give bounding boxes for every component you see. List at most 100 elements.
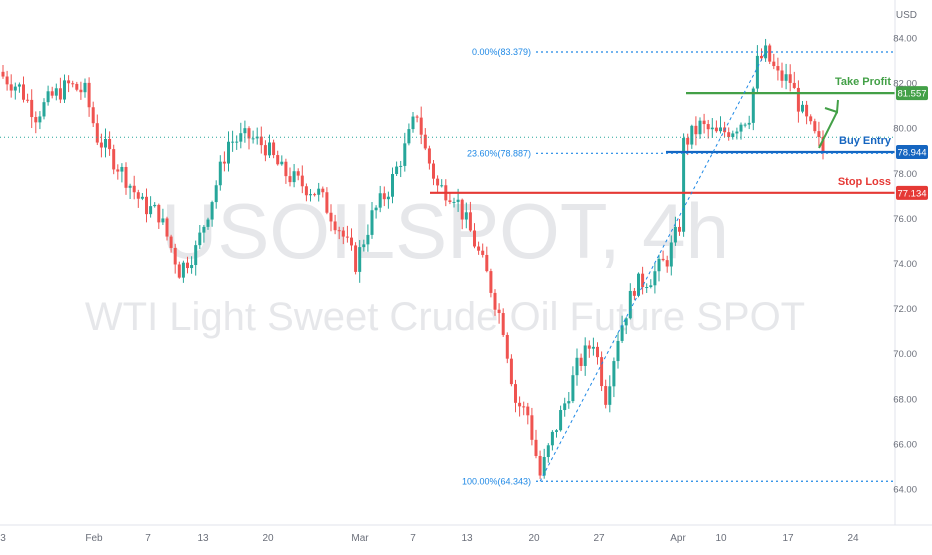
candle [222,151,226,172]
time-tick-label: 7 [410,533,416,544]
time-tick-label: 17 [782,533,794,544]
candle [198,224,202,249]
candle-body [399,165,403,167]
candle [276,150,280,166]
candle-body [366,234,370,245]
candle [485,246,489,273]
plot-area[interactable] [0,38,895,479]
candle-body [788,74,792,83]
time-tick-label: 27 [593,533,605,544]
candle-body [719,127,722,132]
currency-label: USD [896,10,917,21]
candle-body [17,84,21,87]
candle-body [243,128,247,134]
candle-body [801,104,804,112]
candle-body [75,83,79,90]
candle-body [206,219,210,227]
candle [362,239,366,252]
candle [784,63,788,90]
candle [194,240,198,276]
candle-body [292,171,296,183]
candle-body [259,136,263,146]
candle-body [596,346,599,358]
candle-body [497,309,501,314]
candle-body [378,193,382,208]
candle-body [612,361,616,387]
candle-body [493,292,497,310]
candle [17,82,21,93]
candle [112,144,116,175]
candle [534,429,538,459]
candle-body [202,226,206,233]
candle [436,175,440,193]
candle [128,183,132,199]
candle [9,74,13,98]
candle [645,283,649,294]
candle [325,187,329,215]
time-tick-label: 10 [715,533,727,544]
candle-body [747,122,751,125]
candle [755,45,759,94]
candle [813,118,817,134]
candle [809,114,813,125]
candle [608,375,612,413]
candle [690,124,694,149]
candle [263,140,267,162]
candle-body [280,161,284,165]
price-axis[interactable]: USD 64.00 66.00 68.00 70.00 72.00 74.00 76.00 7… [893,0,917,525]
candle [657,254,661,282]
candle [214,180,218,209]
candle [120,163,124,183]
candle-body [821,136,825,152]
candle [473,223,476,249]
candle-body [792,82,796,88]
candle-body [222,161,226,164]
candle [731,130,735,140]
candle [489,268,493,298]
candle-body [181,262,185,278]
candle [583,337,587,376]
candle-body [9,84,13,91]
candle-body [5,76,9,85]
candle-body [534,439,538,456]
candle-body [735,131,739,134]
candle-body [325,192,329,213]
candle-body [67,80,71,84]
time-axis[interactable]: 3 Feb 7 13 20 Mar 7 13 20 27 Apr 10 17 24 [0,524,932,544]
candle [54,83,58,101]
candle-body [641,273,645,288]
candle-body [136,192,140,199]
candle [719,116,722,134]
candle [95,114,99,146]
candle [559,405,563,432]
candle [571,366,575,404]
candle [399,160,403,178]
candle [255,127,259,145]
candle-body [284,161,288,177]
candle-body [452,201,456,203]
candle-body [526,406,530,416]
candle-body [600,357,604,387]
level-label: Take Profit [835,76,891,88]
candle-body [140,196,144,199]
candle [669,235,673,276]
candle [370,201,374,239]
candle [13,82,17,100]
candle-body [395,166,399,175]
candle-body [608,386,612,405]
candle-body [153,204,157,207]
candle-body [108,138,112,150]
candle-body [530,415,534,440]
candle [284,158,288,184]
candle [321,186,325,198]
candle [538,450,542,479]
candle-body [194,245,198,266]
candle [632,287,636,300]
candle-body [272,142,276,156]
candle-body [669,242,673,267]
candle-body [58,88,62,100]
candle [665,255,669,273]
candle [46,85,50,106]
